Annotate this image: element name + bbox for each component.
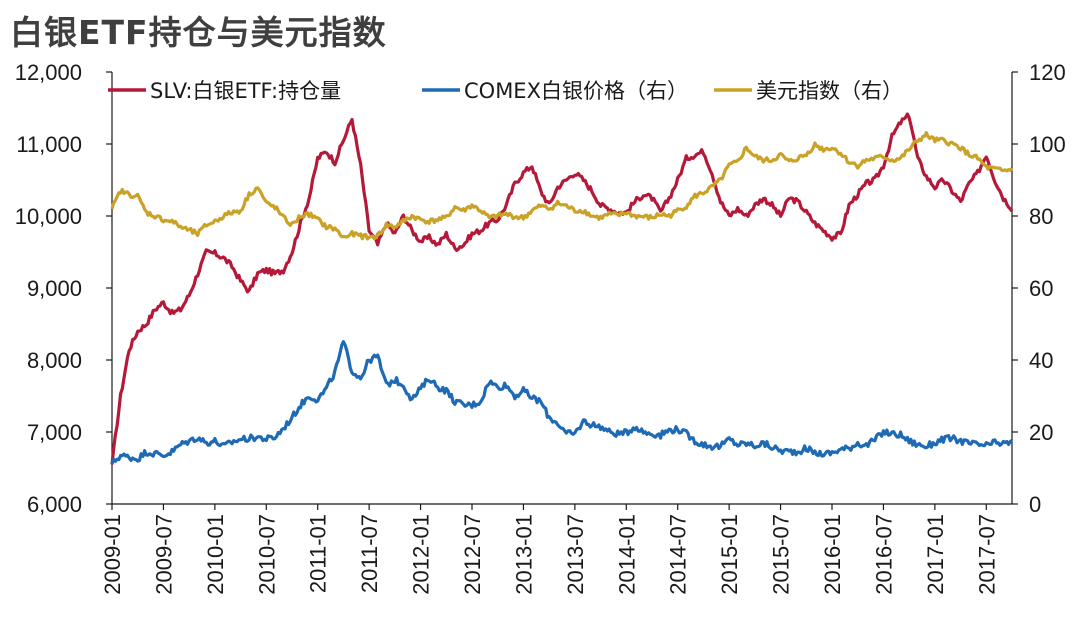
x-tick-label: 2009-01 (100, 514, 125, 595)
legend: SLV:白银ETF:持仓量 COMEX白银价格（右） 美元指数（右） (108, 79, 903, 103)
series-line-2 (110, 340, 1013, 465)
legend-label-3: 美元指数（右） (756, 79, 903, 103)
series-lines (110, 112, 1014, 465)
axes: 6,000 7,000 8,000 9,000 10,000 11,000 12,000 0 2… (15, 60, 1066, 595)
x-tick-label: 2009-07 (151, 514, 176, 595)
y-left-tick-label: 11,000 (16, 132, 82, 157)
x-tick-label: 2010-07 (254, 514, 279, 595)
x-tick-label: 2012-01 (409, 514, 434, 595)
y-left-tick-label: 9,000 (27, 276, 82, 301)
y-right-tick-label: 100 (1029, 132, 1066, 157)
x-tick-label: 2016-07 (871, 514, 896, 595)
y-right-tick-label: 120 (1029, 60, 1066, 85)
x-tick-label: 2010-01 (203, 514, 228, 595)
y-right-tick-label: 40 (1029, 348, 1053, 373)
y-right-tick-label: 20 (1029, 420, 1053, 445)
y-right-tick-label: 60 (1029, 276, 1053, 301)
series-line-1 (110, 112, 1014, 465)
y-left-tick-label: 6,000 (27, 492, 82, 517)
y-left-tick-label: 7,000 (27, 420, 82, 445)
x-tick-label: 2015-07 (769, 514, 794, 595)
x-tick-label: 2017-07 (974, 514, 999, 595)
x-tick-label: 2015-01 (717, 514, 742, 595)
x-tick-label: 2016-01 (820, 514, 845, 595)
y-right-tick-label: 0 (1029, 492, 1041, 517)
legend-label-2: COMEX白银价格（右） (464, 79, 688, 103)
x-tick-label: 2013-01 (511, 514, 536, 595)
x-tick-label: 2014-01 (614, 514, 639, 595)
legend-label-1: SLV:白银ETF:持仓量 (150, 79, 341, 103)
x-tick-label: 2012-07 (460, 514, 485, 595)
y-left-tick-label: 8,000 (27, 348, 82, 373)
x-tick-label: 2011-01 (306, 514, 331, 593)
x-tick-label: 2013-07 (563, 514, 588, 595)
x-tick-label: 2017-01 (923, 514, 948, 595)
y-left-tick-label: 10,000 (15, 204, 82, 229)
chart-title: 白银ETF持仓与美元指数 (10, 13, 387, 52)
y-right-tick-label: 80 (1029, 204, 1053, 229)
series-line-3 (110, 131, 1014, 241)
x-tick-label: 2014-07 (666, 514, 691, 595)
x-tick-label: 2011-07 (357, 514, 382, 593)
y-left-tick-label: 12,000 (15, 60, 82, 85)
